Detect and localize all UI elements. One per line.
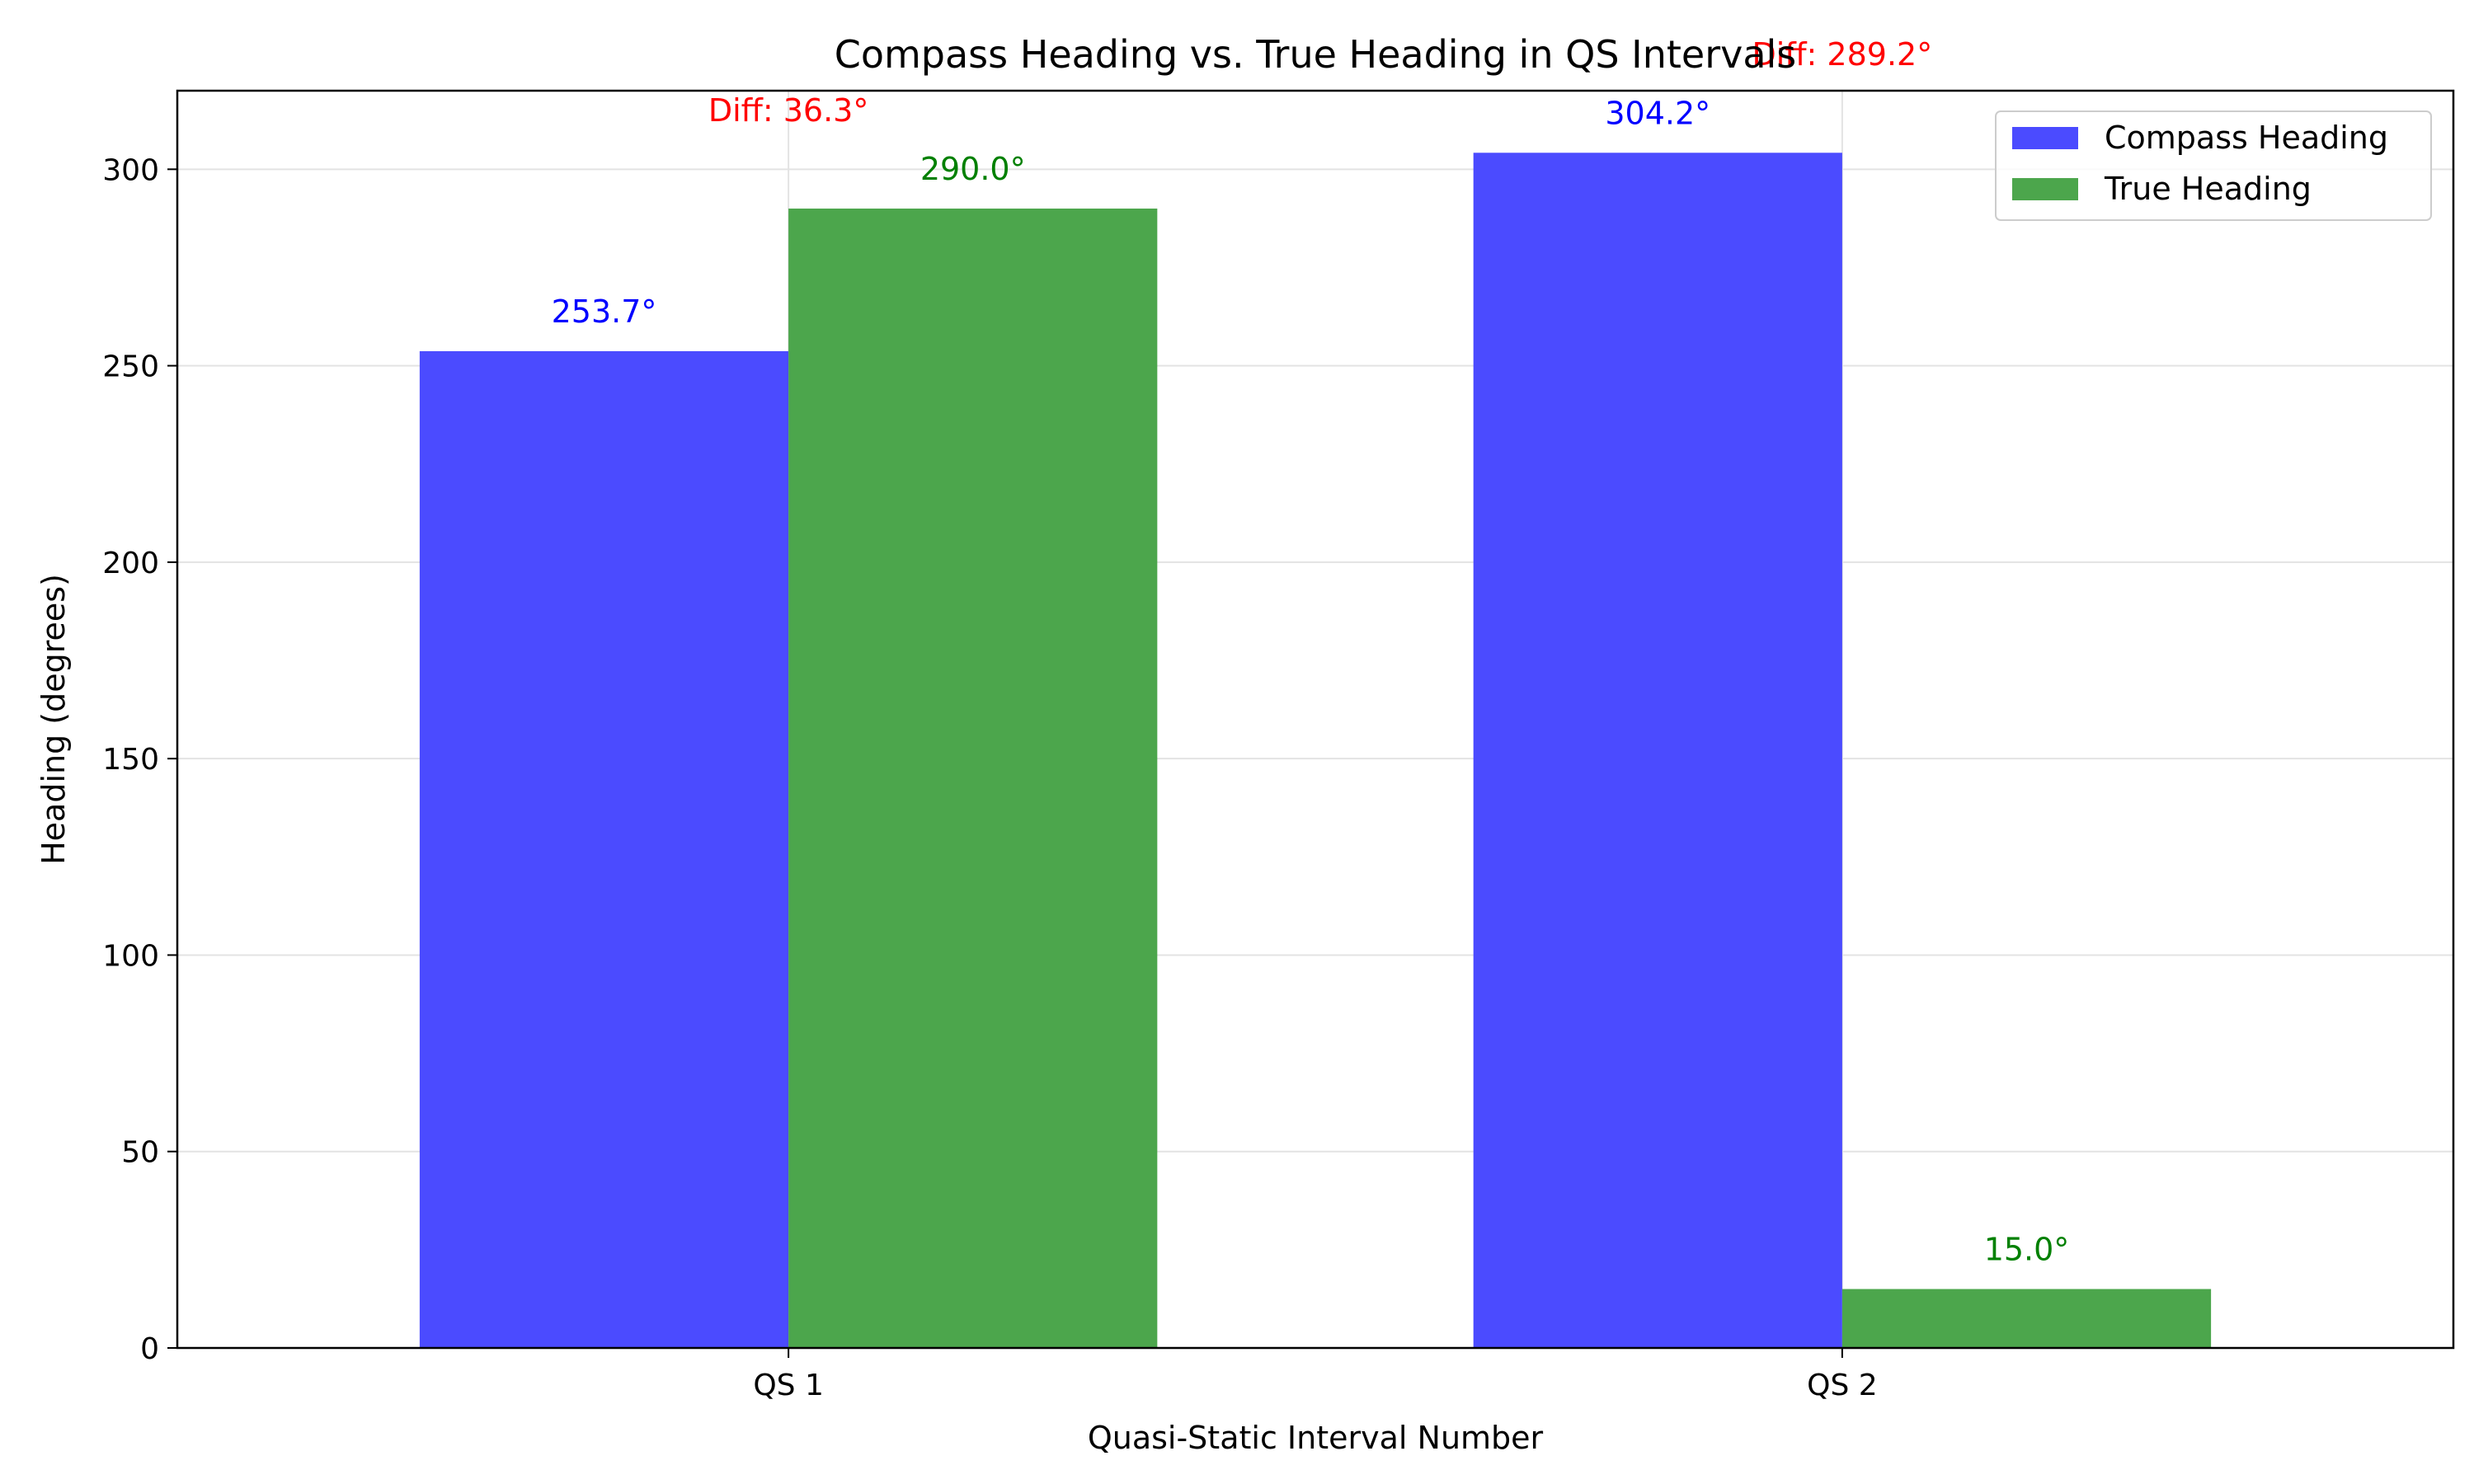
- bar-compass-heading: [1473, 153, 1842, 1348]
- y-tick-label: 250: [102, 350, 159, 384]
- y-axis-label: Heading (degrees): [35, 574, 72, 865]
- bar-compass-heading: [419, 350, 789, 1348]
- legend-box: [1995, 110, 2432, 221]
- data-labels: 253.7° 304.2° 290.0° 15.0° Diff: 36.3° Diff: …: [552, 36, 2070, 1267]
- chart-title: Compass Heading vs. True Heading in QS I…: [835, 32, 1797, 77]
- bars: [419, 153, 2212, 1348]
- plot-frame: [176, 89, 2455, 1350]
- y-tick-label: 50: [121, 1136, 159, 1170]
- y-tick-label: 200: [102, 547, 159, 580]
- bar-true-heading: [788, 208, 1158, 1348]
- x-axis-label: Quasi-Static Interval Number: [1088, 1420, 1544, 1456]
- bar-value-label: 253.7°: [552, 294, 657, 330]
- y-tick-label: 300: [102, 153, 159, 187]
- y-tick-label: 100: [102, 939, 159, 973]
- diff-annotation: Diff: 36.3°: [708, 92, 869, 129]
- y-tick-label: 150: [102, 743, 159, 777]
- y-tick-label: 0: [140, 1332, 159, 1366]
- legend-label-compass-heading: Compass Heading: [2105, 120, 2388, 156]
- legend-swatch-true-heading: [2012, 178, 2078, 200]
- x-tick-label: QS 1: [753, 1369, 824, 1402]
- x-tick-label: QS 2: [1807, 1369, 1878, 1402]
- diff-annotation: Diff: 289.2°: [1752, 36, 1933, 73]
- legend-swatch-compass-heading: [2012, 127, 2078, 149]
- bar-value-label: 15.0°: [1984, 1232, 2070, 1268]
- bar-value-label: 290.0°: [920, 151, 1026, 187]
- ticks: 0 50 100 150 200 250 300 QS 1 QS 2: [102, 153, 1877, 1402]
- legend-label-true-heading: True Heading: [2104, 171, 2312, 207]
- legend: Compass Heading True Heading: [1995, 110, 2432, 221]
- bar-value-label: 304.2°: [1605, 95, 1710, 131]
- bar-true-heading: [1841, 1289, 2212, 1348]
